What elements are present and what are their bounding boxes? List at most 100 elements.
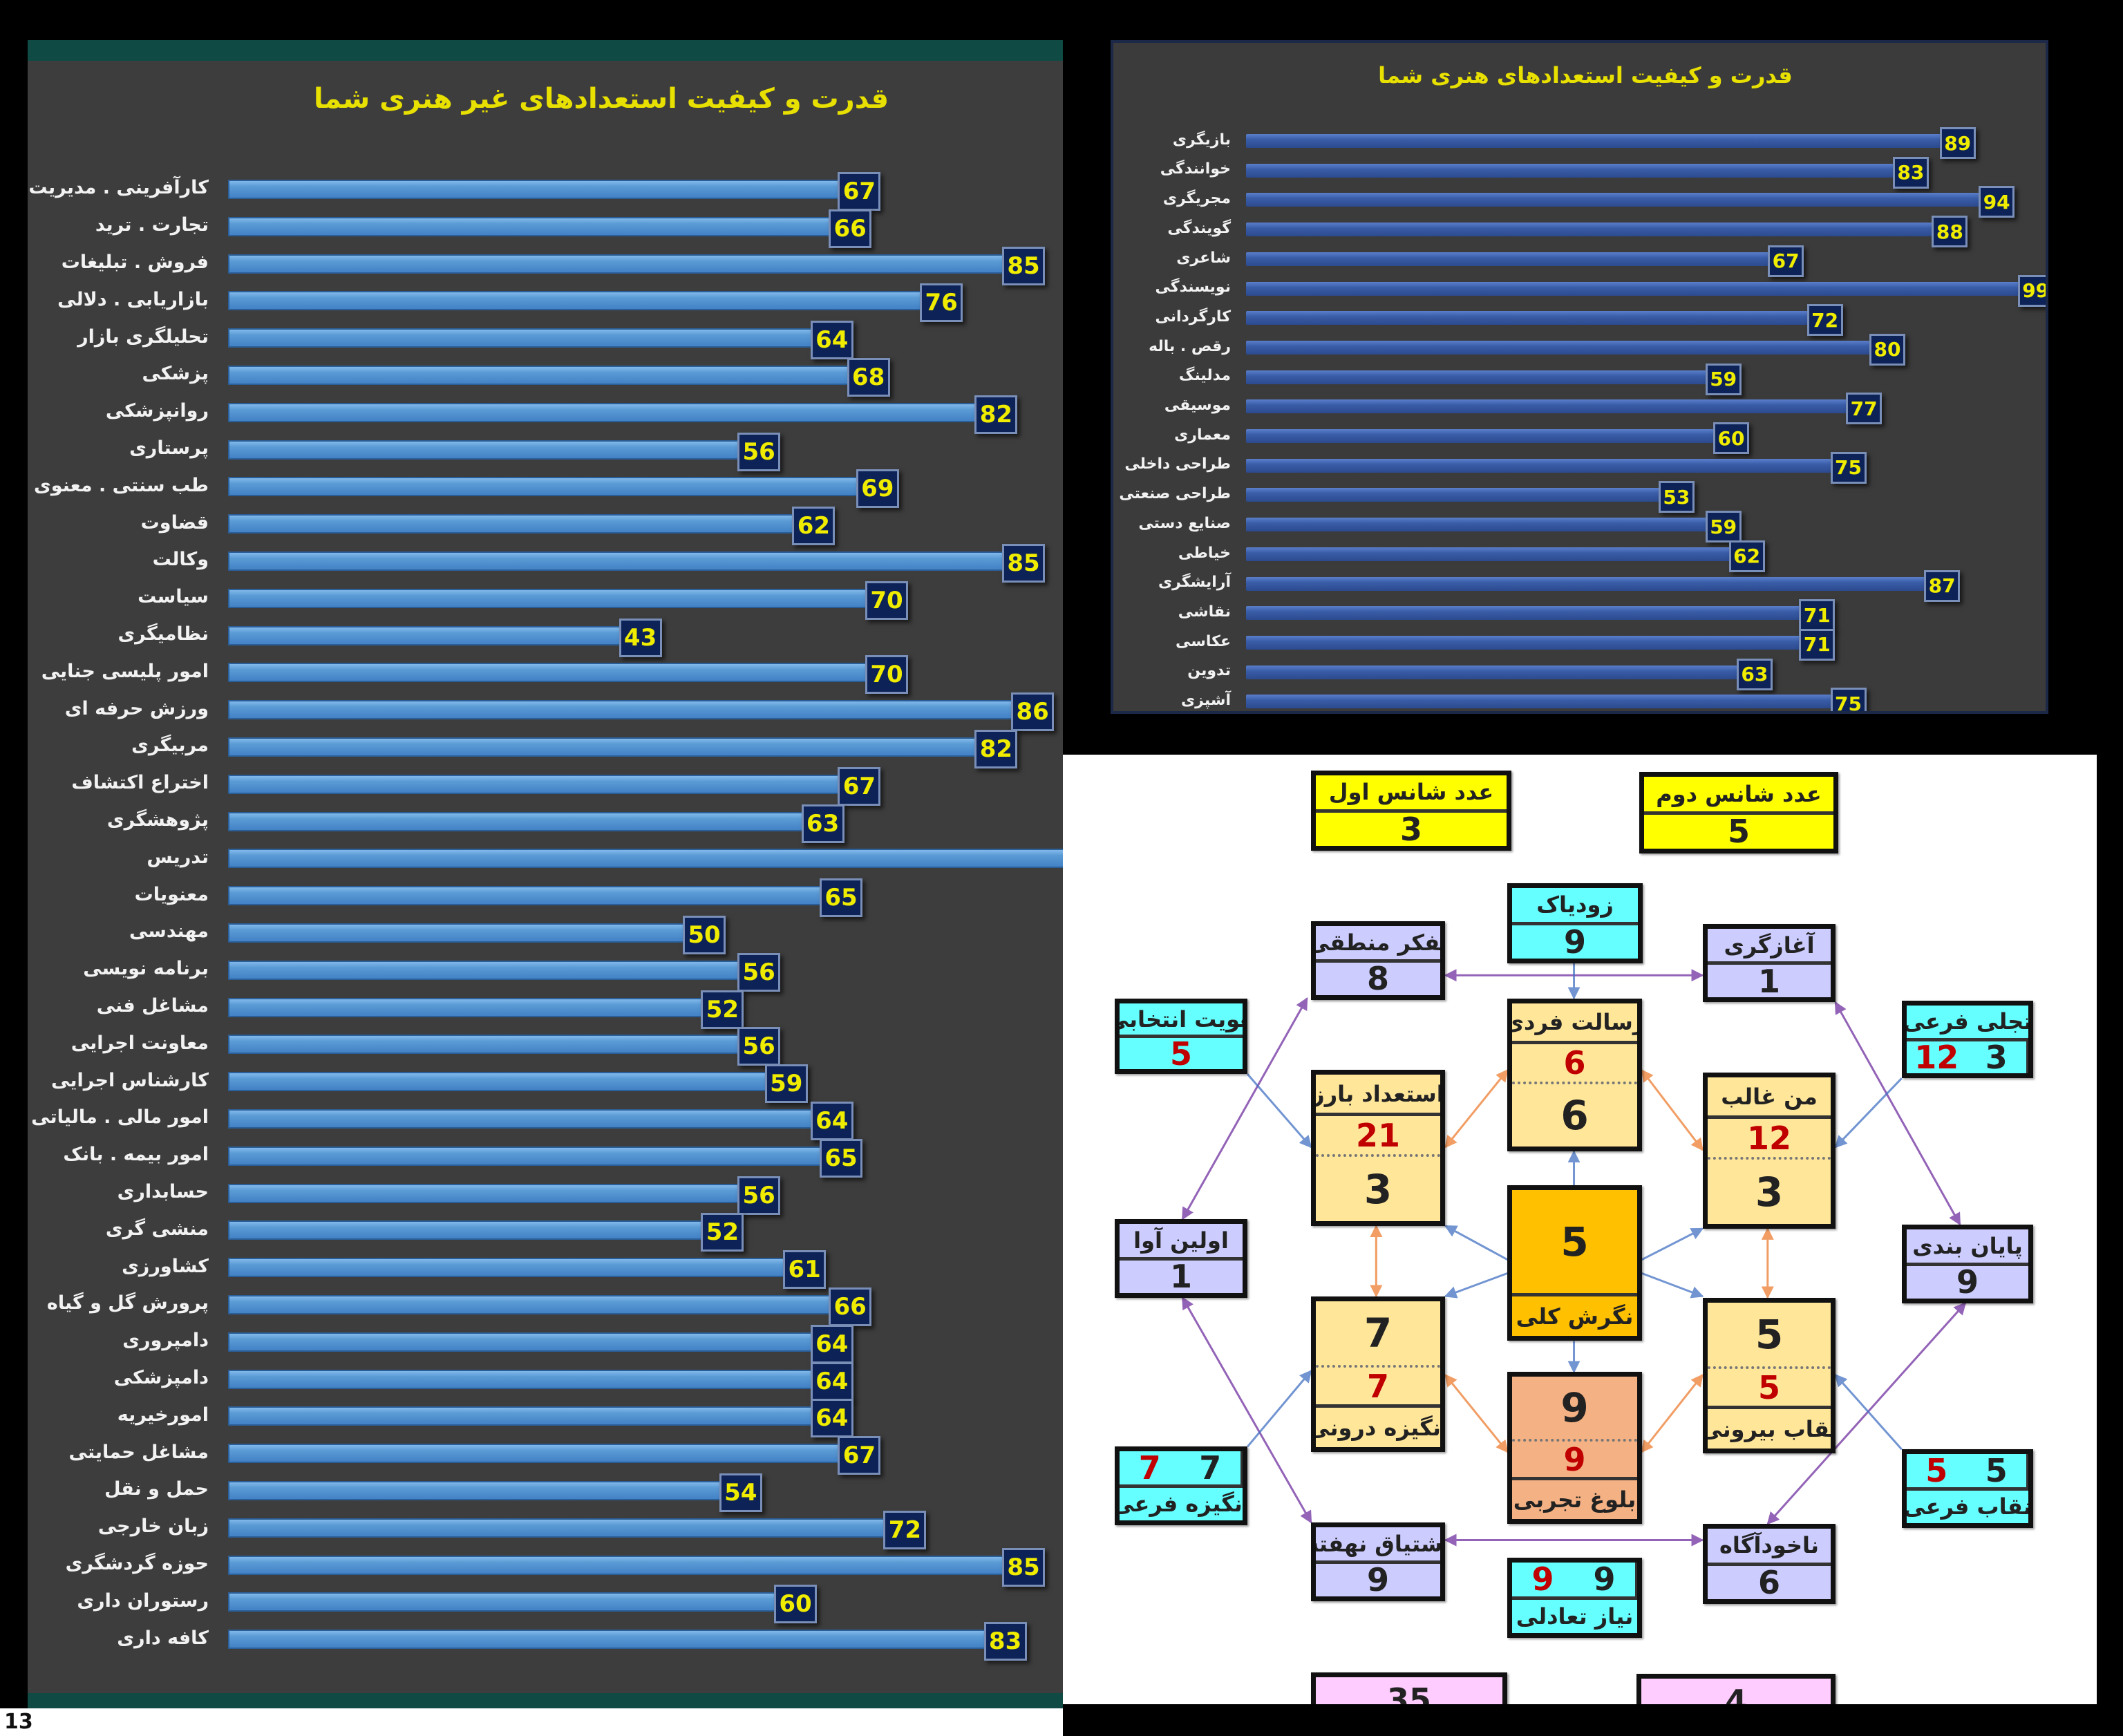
category-label: طب سنتی . معنوی [33, 474, 209, 496]
value-primary: 9 [1574, 1563, 1637, 1596]
category-label: کارآفرینی . مدیریت [28, 177, 209, 199]
bar [228, 1406, 812, 1426]
bar [228, 1146, 821, 1166]
category-label: کافه داری [117, 1627, 209, 1649]
connector-arrow [1834, 1001, 1961, 1226]
value-label: 52 [701, 990, 744, 1029]
connector-arrow [1181, 997, 1308, 1220]
connector-arrow [1766, 1302, 1967, 1525]
diagram-box-resalat: رسالت فردی 66 [1507, 999, 1642, 1151]
connector-arrow [1444, 1373, 1509, 1453]
category-label: خوانندگی [1160, 160, 1231, 178]
bar [1246, 665, 1738, 679]
box-title: ناخودآگاه [1719, 1532, 1820, 1559]
value-label: 63 [801, 804, 845, 843]
box-value: 1 [1120, 1256, 1243, 1293]
category-label: نقاشی [1178, 603, 1231, 621]
value-label: 67 [838, 1436, 881, 1475]
diagram-box-payan: پایان بندی 9 [1902, 1225, 2033, 1303]
category-label: پرورش گل و گیاه [46, 1292, 209, 1314]
bar [1246, 163, 1894, 178]
bar [228, 849, 1063, 869]
connector-arrow [1834, 1077, 1903, 1149]
box-title: نیاز تعادلی [1512, 1596, 1637, 1634]
diagram-box-eshtiagh: اشتیاق نهفته 9 [1311, 1522, 1445, 1601]
box-value: 6 [1512, 1081, 1637, 1147]
category-label: طراحی داخلی [1124, 455, 1231, 473]
value-label: 85 [1002, 544, 1045, 583]
value-label: 64 [810, 1102, 853, 1140]
category-label: طراحی صنعتی [1119, 485, 1231, 503]
box-title: بلوغ تجربی [1512, 1477, 1637, 1519]
chart-title: قدرت و کیفیت استعدادهای هنری شما [1378, 62, 1793, 88]
value-secondary: 5 [1925, 1454, 1948, 1487]
diagram-box-initiative: آغازگری 1 [1703, 924, 1836, 1002]
value-label: 43 [619, 618, 662, 657]
value-label: 56 [737, 1027, 781, 1066]
diagram-box-avvalin: اولین آوا 1 [1115, 1219, 1247, 1298]
value-label: 72 [883, 1510, 927, 1549]
connector-lines [1181, 963, 1967, 1547]
value-label: 88 [1932, 216, 1968, 248]
value-label: 68 [847, 358, 890, 397]
value-label: 62 [792, 507, 836, 546]
category-label: حوزه گردشگری [65, 1553, 209, 1575]
category-label: کارگردانی [1155, 308, 1231, 326]
box-value-secondary: 12 [1708, 1115, 1831, 1157]
box-value: 7 [1364, 1310, 1393, 1357]
bar [228, 477, 858, 497]
value-label: 54 [719, 1473, 762, 1512]
box-value: 3 [1316, 1154, 1440, 1221]
bar [228, 514, 794, 534]
category-label: مجریگری [1162, 190, 1231, 208]
bar [228, 1183, 739, 1203]
category-label: زبان خارجی [97, 1516, 209, 1538]
box-value: 6 [1708, 1562, 1831, 1599]
bar [228, 811, 803, 831]
category-label: مهندسی [129, 921, 209, 943]
value-label: 56 [737, 432, 781, 471]
connector-arrow [1444, 1225, 1509, 1261]
box-title: تفکر منطقی [1316, 929, 1440, 956]
box-title: عدد شانس دوم [1656, 780, 1822, 807]
box-title: هویت انتخابی [1120, 1006, 1243, 1032]
category-label: معماری [1174, 426, 1231, 444]
category-label: امور بیمه . بانک [63, 1144, 209, 1166]
value-label: 82 [974, 395, 1018, 434]
connector-arrow [1444, 1068, 1509, 1149]
value-label: 70 [865, 581, 908, 620]
value-label: 75 [1830, 451, 1867, 484]
box-title: من غالب [1721, 1083, 1818, 1110]
value-secondary: 9 [1531, 1563, 1554, 1596]
box-value-secondary: 5 [1708, 1366, 1831, 1406]
value-label: 52 [701, 1213, 744, 1252]
box-value: 5 [1644, 811, 1833, 849]
value-label: 83 [1892, 156, 1929, 189]
connector-arrow [1641, 1373, 1704, 1453]
value-label: 75 [1830, 688, 1867, 711]
value-label: 59 [1705, 511, 1742, 543]
connector-arrow [1247, 1073, 1312, 1149]
category-label: کارشناس اجرایی [51, 1069, 209, 1091]
category-label: کشاورزی [122, 1255, 209, 1277]
box-title: عدد شانس اول [1328, 779, 1494, 806]
value-pair: 12 3 [1907, 1037, 2028, 1073]
connector-arrow [1181, 1296, 1312, 1524]
bar [228, 1035, 739, 1055]
bar [228, 1220, 703, 1240]
bar [228, 700, 1013, 720]
box-value: 9 [1512, 921, 1638, 959]
value-label: 85 [1002, 246, 1045, 285]
bar [1246, 193, 1981, 207]
box-value: 1 [1708, 961, 1831, 997]
box-title: نقاب بیرونی [1708, 1406, 1831, 1449]
category-label: پرستاری [129, 437, 209, 460]
value-label: 61 [783, 1250, 827, 1290]
box-value: 8 [1316, 959, 1440, 995]
value-label: 60 [774, 1585, 817, 1624]
box-title: استعداد بارز [1316, 1080, 1440, 1107]
bar [228, 1630, 985, 1650]
